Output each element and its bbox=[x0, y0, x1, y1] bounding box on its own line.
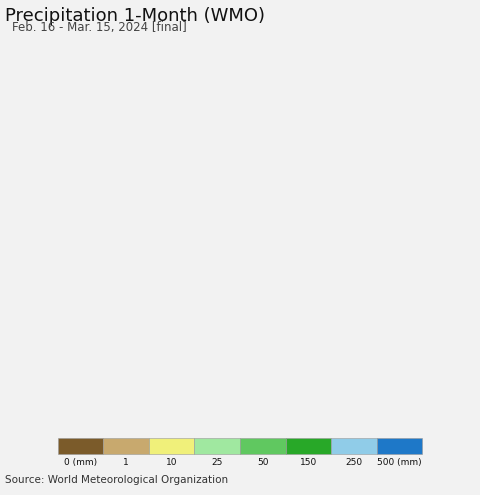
Text: 25: 25 bbox=[212, 458, 223, 467]
Text: Feb. 16 - Mar. 15, 2024 [final]: Feb. 16 - Mar. 15, 2024 [final] bbox=[12, 21, 187, 34]
Bar bbox=[149, 438, 194, 454]
Bar bbox=[286, 438, 331, 454]
Bar bbox=[194, 438, 240, 454]
Text: Source: World Meteorological Organization: Source: World Meteorological Organizatio… bbox=[5, 475, 228, 485]
Text: 1: 1 bbox=[123, 458, 129, 467]
Bar bbox=[240, 438, 286, 454]
Text: 50: 50 bbox=[257, 458, 268, 467]
Bar bbox=[377, 438, 422, 454]
Text: 500 (mm): 500 (mm) bbox=[377, 458, 422, 467]
Bar bbox=[58, 438, 103, 454]
Text: 150: 150 bbox=[300, 458, 317, 467]
Bar bbox=[331, 438, 377, 454]
Text: 250: 250 bbox=[346, 458, 362, 467]
Bar bbox=[103, 438, 149, 454]
Text: 10: 10 bbox=[166, 458, 177, 467]
Text: 0 (mm): 0 (mm) bbox=[64, 458, 97, 467]
Text: Precipitation 1-Month (WMO): Precipitation 1-Month (WMO) bbox=[5, 7, 265, 25]
